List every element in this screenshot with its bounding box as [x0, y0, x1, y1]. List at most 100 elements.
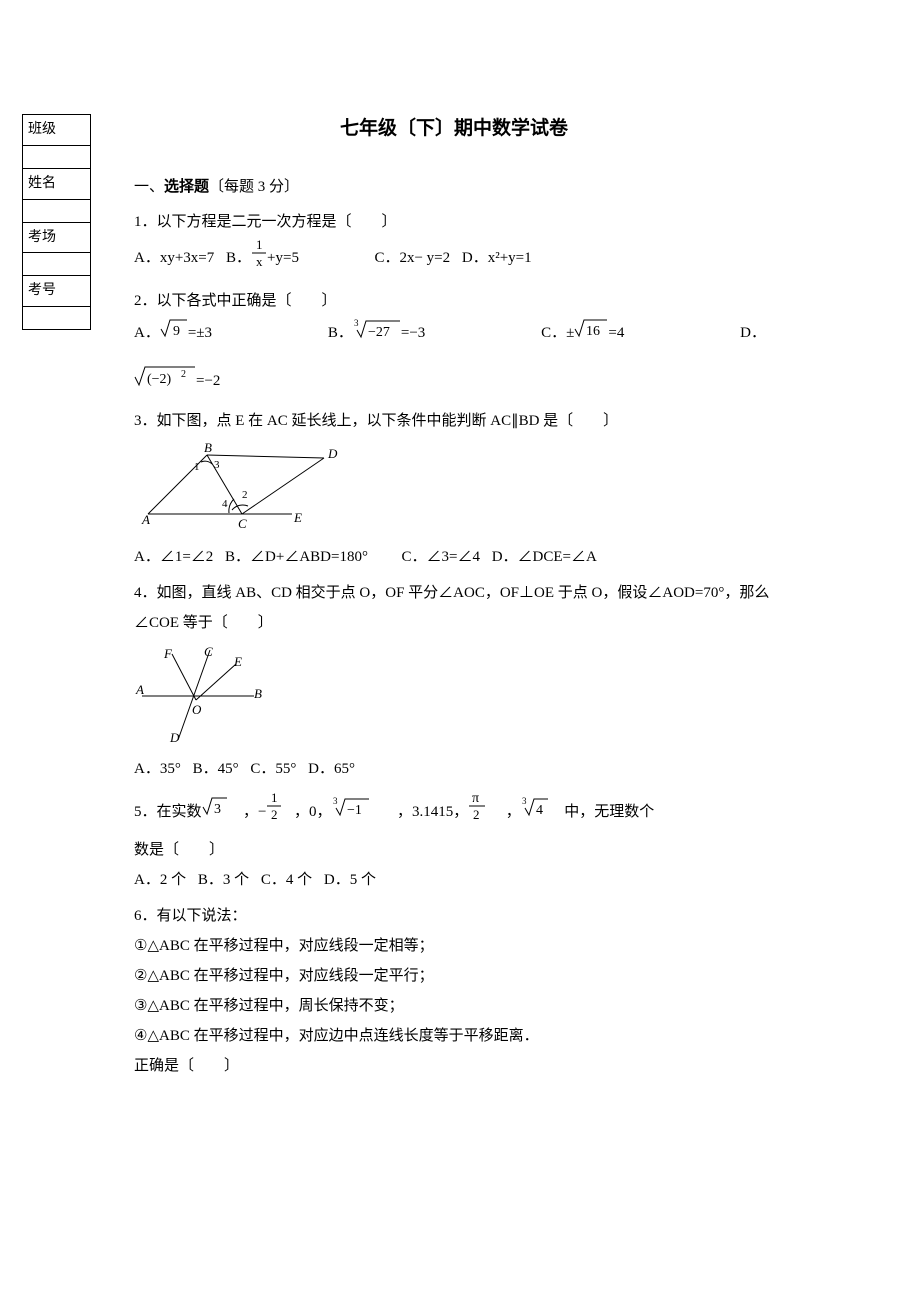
svg-text:3: 3	[333, 796, 338, 806]
svg-text:B: B	[204, 442, 212, 455]
q4-options: A．35° B．45° C．55° D．65°	[134, 754, 774, 784]
section-prefix: 一、	[134, 179, 164, 195]
q6-s2: ②△ABC 在平移过程中，对应线段一定平行；	[134, 961, 774, 991]
svg-text:9: 9	[173, 324, 180, 339]
q6-stem: 6．有以下说法：	[134, 901, 774, 931]
cbrt-4: 34	[521, 794, 549, 831]
q4-opt-c: C．55°	[250, 754, 296, 784]
svg-text:4: 4	[536, 803, 543, 818]
field-name[interactable]	[23, 199, 91, 222]
svg-text:1: 1	[194, 461, 200, 473]
svg-text:1: 1	[256, 237, 263, 252]
q3-stem: 3．如下图，点 E 在 AC 延长线上，以下条件中能判断 AC∥BD 是〔 〕	[134, 406, 774, 436]
svg-text:3: 3	[354, 318, 359, 328]
svg-text:D: D	[169, 730, 180, 744]
q2-d2-after: =−2	[196, 373, 220, 389]
svg-text:3: 3	[214, 459, 220, 471]
svg-text:(−2): (−2)	[147, 372, 172, 387]
q5-options: A．2 个 B．3 个 C．4 个 D．5 个	[134, 865, 774, 895]
q2-b-after: =−3	[401, 325, 425, 341]
q6-s1: ①△ABC 在平移过程中，对应线段一定相等；	[134, 931, 774, 961]
sqrt-3: 3	[202, 795, 228, 830]
field-exam-room[interactable]	[23, 253, 91, 276]
svg-text:4: 4	[222, 498, 228, 510]
svg-text:B: B	[254, 686, 262, 701]
q2-options: A． 9 =±3 B．3 −27 =−3 C．± 16 =4 D．	[134, 316, 774, 351]
q3-options: A．∠1=∠2 B．∠D+∠ABD=180° C．∠3=∠4 D．∠DCE=∠A	[134, 542, 774, 572]
field-exam-id[interactable]	[23, 307, 91, 330]
q3-opt-b: B．∠D+∠ABD=180°	[225, 542, 368, 572]
q3-opt-d: D．∠DCE=∠A	[492, 542, 597, 572]
frac-pi-2: π2	[468, 790, 486, 835]
svg-text:E: E	[293, 510, 302, 525]
svg-text:C: C	[238, 516, 247, 531]
cbrt-neg27: 3 −27	[353, 316, 401, 351]
q6-s3: ③△ABC 在平移过程中，周长保持不变；	[134, 991, 774, 1021]
q4-figure: A B C D E F O	[134, 644, 264, 744]
q4-opt-b: B．45°	[193, 754, 239, 784]
q1-b-after: +y=5	[267, 250, 299, 266]
q5-m2: ，0，	[294, 804, 332, 820]
section-bold: 选择题	[164, 179, 209, 195]
q6-s4: ④△ABC 在平移过程中，对应边中点连线长度等于平移距离．	[134, 1021, 774, 1051]
q2-stem: 2．以下各式中正确是〔 〕	[134, 286, 774, 316]
q2-opt-d: D．	[740, 318, 766, 348]
q1-opt-c: C．2x− y=2	[374, 243, 450, 273]
svg-text:−27: −27	[368, 325, 390, 340]
q2-c-before: C．±	[541, 325, 574, 341]
cbrt-neg1: 3 −1	[332, 794, 370, 831]
q2-b-before: B．	[328, 325, 353, 341]
svg-text:3: 3	[522, 796, 527, 806]
q5-stem-line2: 数是〔 〕	[134, 835, 774, 865]
section-1-header: 一、选择题〔每题 3 分〕	[134, 175, 774, 201]
question-1: 1．以下方程是二元一次方程是〔 〕 A．xy+3x=7 B．1x+y=5 C．2…	[134, 207, 774, 280]
svg-text:−1: −1	[347, 803, 362, 818]
field-class[interactable]	[23, 145, 91, 168]
q2-opt-a: A． 9 =±3	[134, 317, 212, 350]
label-name: 姓名	[23, 168, 91, 199]
q2-opt-c: C．± 16 =4	[541, 317, 624, 350]
q4-opt-a: A．35°	[134, 754, 181, 784]
svg-text:E: E	[233, 654, 242, 669]
question-5: 5．在实数3 ，−12 ，0，3−1 ，3.1415，π2 ，34 中，无理数个…	[134, 790, 774, 895]
q2-opt-b: B．3 −27 =−3	[328, 316, 425, 351]
question-4: 4．如图，直线 AB、CD 相交于点 O，OF 平分∠AOC，OF⊥OE 于点 …	[134, 578, 774, 784]
q5-opt-d: D．5 个	[324, 865, 376, 895]
sqrt-9: 9	[160, 317, 188, 350]
q5-m1: ，−	[243, 804, 266, 820]
q5-opt-b: B．3 个	[198, 865, 249, 895]
q5-before: 5．在实数	[134, 804, 202, 820]
svg-text:A: A	[135, 682, 144, 697]
q1-options: A．xy+3x=7 B．1x+y=5 C．2x− y=2 D．x²+y=1	[134, 237, 774, 280]
q2-opt-d-line2: (−2)2=−2	[134, 363, 774, 400]
sqrt-16: 16	[574, 317, 608, 350]
q5-stem: 5．在实数3 ，−12 ，0，3−1 ，3.1415，π2 ，34 中，无理数个	[134, 790, 774, 835]
svg-text:1: 1	[271, 790, 278, 805]
q2-a-after: =±3	[188, 325, 212, 341]
q6-s5: 正确是〔 〕	[134, 1051, 774, 1081]
q5-m3: ，3.1415，	[397, 804, 468, 820]
student-info-table: 班级 姓名 考场 考号	[22, 114, 91, 330]
svg-text:F: F	[163, 646, 173, 661]
svg-text:O: O	[192, 702, 202, 717]
q5-opt-a: A．2 个	[134, 865, 186, 895]
question-3: 3．如下图，点 E 在 AC 延长线上，以下条件中能判断 AC∥BD 是〔 〕 …	[134, 406, 774, 572]
svg-text:16: 16	[586, 324, 600, 339]
q4-opt-d: D．65°	[308, 754, 355, 784]
section-suffix: 〔每题 3 分〕	[209, 179, 299, 195]
q3-opt-a: A．∠1=∠2	[134, 542, 213, 572]
q2-a-before: A．	[134, 325, 160, 341]
q1-opt-d: D．x²+y=1	[462, 243, 532, 273]
svg-text:x: x	[256, 254, 263, 269]
q1-stem: 1．以下方程是二元一次方程是〔 〕	[134, 207, 774, 237]
q1-opt-b: B．1x+y=5	[226, 237, 299, 280]
q2-c-after: =4	[608, 325, 624, 341]
question-6: 6．有以下说法： ①△ABC 在平移过程中，对应线段一定相等； ②△ABC 在平…	[134, 901, 774, 1081]
label-exam-room: 考场	[23, 222, 91, 253]
svg-text:3: 3	[214, 802, 221, 817]
svg-text:A: A	[141, 512, 150, 527]
svg-text:C: C	[204, 644, 213, 659]
q3-figure: A B C D E 1 3 2 4	[134, 442, 344, 532]
frac-1-2-a: 12	[266, 790, 282, 835]
page-title: 七年级〔下〕期中数学试卷	[134, 113, 774, 145]
